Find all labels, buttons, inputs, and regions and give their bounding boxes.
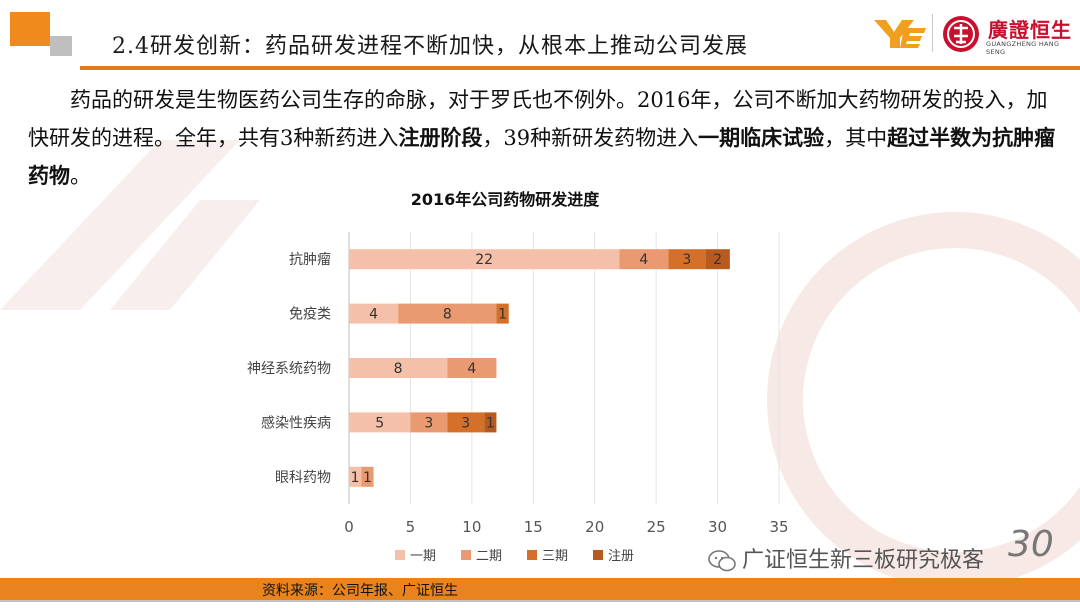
bar-segment	[361, 466, 374, 487]
data-label: 3	[424, 415, 433, 431]
x-tick-label: 5	[406, 518, 416, 536]
legend-swatch	[461, 550, 471, 560]
page-number: 30	[1008, 524, 1054, 565]
logo-divider	[932, 14, 933, 52]
bar-segment	[349, 466, 362, 487]
bar-segment	[349, 412, 411, 433]
bar-segment	[484, 412, 497, 433]
bar-segment	[447, 358, 497, 378]
x-tick-label: 30	[708, 518, 727, 536]
bar-segment	[349, 303, 399, 324]
source-note: 资料来源：公司年报、广证恒生	[262, 583, 458, 599]
legend-swatch	[593, 550, 603, 560]
data-label: 1	[498, 307, 507, 323]
bar-segment	[349, 358, 448, 378]
para-bold-oncology: 超过半数为抗肿瘤药物	[28, 125, 1056, 188]
wechat-icon	[708, 550, 736, 572]
category-label: 免疫类	[289, 307, 331, 323]
category-label: 神经系统药物	[247, 361, 331, 377]
data-label: 4	[467, 361, 476, 377]
x-tick-label: 10	[462, 518, 481, 536]
data-label: 8	[443, 307, 452, 323]
brand-name: 廣證恒生	[988, 18, 1072, 42]
chart-title: 2016年公司药物研发进度	[410, 190, 600, 209]
data-label: 1	[363, 470, 372, 486]
para-bold-registration: 注册阶段	[398, 125, 483, 150]
bar-segment	[410, 412, 448, 433]
wechat-account-name: 广证恒生新三板研究极客	[742, 548, 985, 573]
bar-segment	[619, 249, 669, 270]
para-text-1: 药品的研发是生物医药公司生存的命脉，对于罗氏也不例外。2016年，公司不断加大药…	[28, 88, 1048, 150]
x-tick-label: 20	[585, 518, 604, 536]
footer-bar	[0, 578, 1080, 600]
category-label: 眼科药物	[275, 470, 331, 486]
x-tick-label: 0	[344, 518, 354, 536]
brand-name-en: GUANGZHENG HANG SENG	[986, 40, 1060, 56]
para-text-2: ，39种新研发药物进入	[482, 126, 699, 150]
para-bold-phase1: 一期临床试验	[698, 125, 825, 150]
bar-segment	[398, 303, 497, 324]
x-tick-label: 25	[647, 518, 666, 536]
data-label: 1	[486, 415, 495, 431]
data-label: 5	[375, 415, 384, 431]
legend-swatch	[395, 550, 405, 560]
bar-segment	[496, 303, 509, 324]
title-underline	[80, 66, 1080, 70]
para-text-4: 。	[70, 164, 91, 188]
ye-logo-icon	[874, 20, 926, 48]
data-label: 4	[639, 252, 648, 268]
wechat-watermark: 广证恒生新三板研究极客	[708, 542, 984, 574]
legend-label: 二期	[476, 549, 502, 564]
data-label: 3	[682, 252, 691, 268]
corner-grey-block	[50, 36, 72, 56]
x-tick-label: 15	[524, 518, 543, 536]
category-label: 抗肿瘤	[289, 251, 331, 268]
bar-segment	[705, 249, 730, 270]
bar-segment	[349, 249, 620, 270]
data-label: 2	[713, 252, 722, 268]
legend-label: 三期	[542, 549, 568, 564]
bar-segment	[447, 412, 485, 433]
seal-logo-icon	[943, 16, 979, 52]
data-label: 1	[351, 470, 360, 486]
x-tick-label: 35	[769, 518, 788, 536]
legend-label: 注册	[608, 549, 634, 564]
data-label: 8	[394, 361, 403, 377]
data-label: 22	[475, 252, 493, 268]
bar-segment	[668, 249, 706, 270]
footer-line	[0, 600, 1080, 602]
legend-swatch	[527, 550, 537, 560]
slide-title: 2.4研发创新：药品研发进程不断加快，从根本上推动公司发展	[112, 34, 748, 59]
data-label: 4	[369, 307, 378, 323]
corner-accent-block	[10, 12, 50, 46]
data-label: 3	[461, 415, 470, 431]
category-label: 感染性疾病	[261, 414, 331, 431]
para-text-3: ，其中	[824, 126, 888, 150]
intro-paragraph: 药品的研发是生物医药公司生存的命脉，对于罗氏也不例外。2016年，公司不断加大药…	[28, 82, 1058, 195]
legend-label: 一期	[410, 549, 436, 564]
